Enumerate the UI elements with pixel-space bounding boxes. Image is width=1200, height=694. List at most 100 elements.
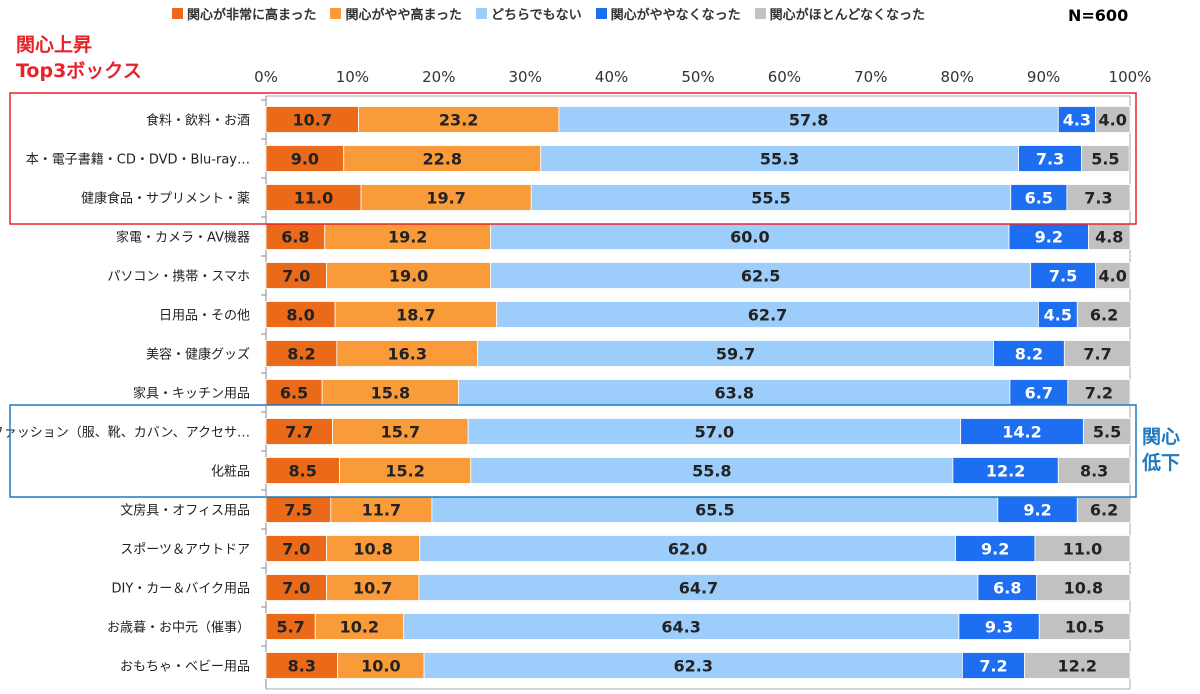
x-tick-label: 90% (1027, 68, 1060, 86)
x-tick-label: 20% (422, 68, 455, 86)
data-label: 11.0 (1063, 540, 1102, 559)
legend-item-very-increased: 関心が非常に高まった (172, 4, 316, 23)
category-label: 食料・飲料・お酒 (146, 113, 250, 129)
bar-segment (558, 106, 1059, 133)
category-label: 日用品・その他 (159, 309, 250, 324)
data-label: 7.2 (1085, 384, 1113, 403)
data-label: 7.7 (285, 423, 313, 442)
callout-text: 低下 (1142, 452, 1181, 474)
bar-segment (1076, 496, 1132, 523)
data-label: 5.7 (276, 618, 304, 637)
data-label: 62.3 (674, 657, 713, 676)
bar-segment (334, 301, 498, 328)
bar-segment (265, 535, 327, 562)
bar-segment (265, 184, 362, 211)
data-label: 5.5 (1093, 423, 1121, 442)
bar-segment (1088, 223, 1131, 250)
data-label: 6.2 (1090, 501, 1118, 520)
data-label: 6.8 (281, 228, 309, 247)
category-label: 家電・カメラ・AV機器 (116, 230, 250, 246)
data-label: 15.7 (381, 423, 420, 442)
category-label: パソコン・携帯・スマホ (107, 269, 250, 285)
category-label: おもちゃ・ベビー用品 (120, 660, 250, 675)
data-label: 7.3 (1084, 189, 1112, 208)
data-label: 62.5 (741, 267, 780, 286)
bar-segment (1008, 223, 1089, 250)
x-tick-label: 100% (1109, 68, 1152, 86)
legend-label: どちらでもない (490, 8, 582, 23)
x-tick-label: 40% (595, 68, 628, 86)
bar-segment (1057, 457, 1131, 484)
data-label: 8.3 (288, 657, 316, 676)
bar-segment (358, 106, 560, 133)
data-label: 5.5 (1091, 150, 1119, 169)
category-label: DIY・カー＆バイク用品 (111, 582, 250, 597)
data-label: 8.5 (289, 462, 317, 481)
data-label: 11.7 (362, 501, 401, 520)
data-label: 11.0 (294, 189, 333, 208)
data-label: 8.0 (286, 306, 314, 325)
legend-swatch (754, 8, 766, 19)
bar-segment (1024, 652, 1131, 679)
category-label: 本・電子書籍・CD・DVD・Blu-ray… (26, 152, 250, 168)
bar-segment (540, 145, 1019, 172)
data-label: 62.7 (748, 306, 787, 325)
bar-segment (314, 613, 404, 640)
interest-up-callout: 関心上昇 Top3ボックス (16, 32, 142, 84)
bar-segment (955, 535, 1036, 562)
data-label: 8.2 (287, 345, 315, 364)
data-label: 6.2 (1090, 306, 1118, 325)
bar-segment (961, 652, 1025, 679)
data-label: 10.0 (361, 657, 400, 676)
bar-segment (324, 223, 492, 250)
category-label: 文房具・オフィス用品 (120, 503, 250, 519)
data-label: 7.7 (1083, 345, 1111, 364)
data-label: 7.0 (282, 540, 310, 559)
bar-segment (265, 418, 333, 445)
data-label: 7.2 (979, 657, 1007, 676)
data-label: 6.5 (1025, 189, 1053, 208)
x-tick-label: 70% (854, 68, 887, 86)
bar-segment (997, 496, 1078, 523)
bar-segment (360, 184, 532, 211)
data-label: 10.8 (1064, 579, 1103, 598)
bar-segment (1095, 106, 1131, 133)
data-label: 14.2 (1002, 423, 1041, 442)
bar-segment (1030, 262, 1096, 289)
data-label: 19.2 (388, 228, 427, 247)
data-label: 18.7 (396, 306, 435, 325)
bar-segment (265, 652, 339, 679)
data-label: 7.0 (282, 579, 310, 598)
bar-segment (530, 184, 1012, 211)
data-label: 4.0 (1099, 267, 1127, 286)
bar-segment (1066, 184, 1131, 211)
data-label: 10.5 (1065, 618, 1104, 637)
bar-segment (332, 418, 469, 445)
bar-segment (265, 301, 336, 328)
data-label: 23.2 (439, 111, 478, 130)
bar-segment (336, 340, 479, 367)
legend-swatch (330, 8, 342, 19)
data-label: 59.7 (716, 345, 755, 364)
bar-segment (265, 106, 359, 133)
category-label: ファッション（服、靴、カバン、アクセサ… (0, 426, 250, 441)
data-label: 12.2 (986, 462, 1025, 481)
bar-segment (952, 457, 1059, 484)
bar-segment (265, 262, 327, 289)
data-label: 19.7 (426, 189, 465, 208)
legend-swatch (172, 8, 183, 19)
chart-legend: 関心が非常に高まった 関心がやや高まった どちらでもない 関心がややなくなった … (172, 4, 925, 23)
legend-label: 関心がほとんどなくなった (769, 8, 925, 23)
data-label: 8.3 (1080, 462, 1108, 481)
data-label: 62.0 (668, 540, 707, 559)
bar-segment (265, 574, 327, 601)
legend-swatch (595, 8, 607, 19)
data-label: 55.5 (751, 189, 790, 208)
data-label: 9.3 (985, 618, 1013, 637)
legend-label: 関心がややなくなった (610, 8, 741, 23)
bar-segment (419, 535, 956, 562)
category-label: 健康食品・サプリメント・薬 (81, 191, 250, 207)
data-label: 15.8 (371, 384, 410, 403)
data-label: 7.3 (1036, 150, 1064, 169)
bar-segment (1009, 379, 1069, 406)
